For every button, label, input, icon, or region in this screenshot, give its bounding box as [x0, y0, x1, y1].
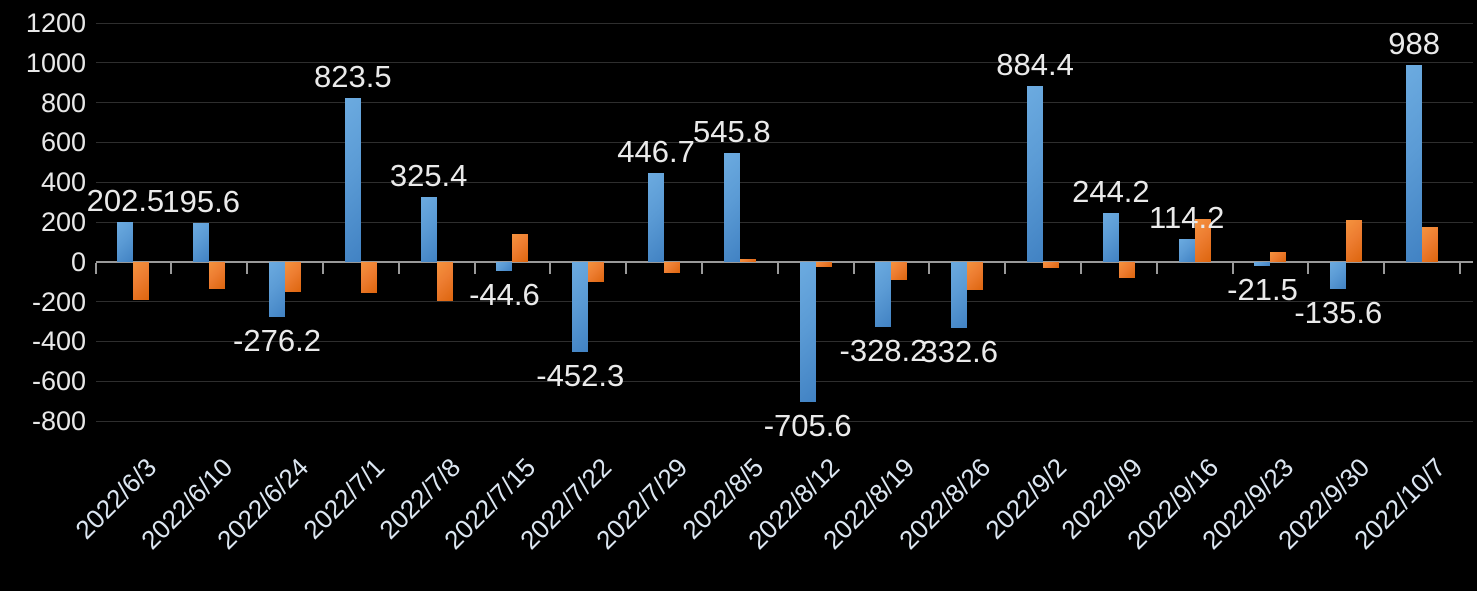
- category-tick-15: [1231, 262, 1234, 274]
- gridline-400: [95, 181, 1473, 183]
- gridline-800: [95, 102, 1473, 104]
- gridline--200: [95, 301, 1473, 303]
- data-label-2022/6/3: 202.5: [86, 182, 165, 218]
- bar-orange-2022/7/15: [512, 233, 529, 262]
- bar-blue-2022/10/7: [1406, 65, 1423, 262]
- data-label-2022/6/10: 195.6: [162, 183, 240, 219]
- bar-blue-2022/9/23: [1254, 261, 1271, 267]
- y-axis-label--800: -800: [31, 406, 86, 436]
- bar-orange-2022/9/9: [1118, 261, 1135, 278]
- bar-blue-2022/7/8: [420, 197, 437, 262]
- category-tick-5: [473, 262, 476, 274]
- data-label-2022/9/23: -21.5: [1227, 272, 1298, 308]
- category-tick-9: [776, 262, 779, 274]
- bar-orange-2022/9/30: [1346, 220, 1363, 262]
- category-tick-1: [170, 262, 173, 274]
- bar-orange-2022/6/10: [209, 261, 226, 289]
- bar-orange-2022/8/5: [739, 258, 756, 262]
- bar-blue-2022/7/29: [648, 172, 665, 262]
- data-label-2022/9/16: 114.2: [1149, 200, 1225, 236]
- data-label-2022/8/5: 545.8: [693, 114, 771, 150]
- bar-blue-2022/7/15: [496, 261, 513, 271]
- gridline-600: [95, 141, 1473, 143]
- bar-blue-2022/6/10: [193, 222, 210, 262]
- bar-orange-2022/9/2: [1043, 261, 1060, 268]
- y-axis-label--400: -400: [31, 326, 86, 357]
- data-label-2022/7/8: 325.4: [389, 158, 468, 194]
- bar-orange-2022/6/3: [133, 261, 150, 300]
- y-axis-label--600: -600: [31, 366, 86, 397]
- bar-blue-2022/8/5: [723, 153, 740, 262]
- data-label-2022/6/24: -276.2: [233, 322, 321, 358]
- category-tick-7: [625, 262, 628, 274]
- y-axis-label-0: 0: [70, 246, 86, 277]
- category-tick-2: [246, 262, 249, 274]
- bar-orange-2022/9/23: [1270, 251, 1287, 262]
- data-label-2022/9/2: 884.4: [996, 46, 1074, 82]
- category-tick-3: [321, 262, 324, 274]
- category-tick-13: [1079, 262, 1082, 274]
- x-axis-zero-line: [95, 260, 1473, 263]
- y-axis-label-800: 800: [40, 87, 86, 118]
- bar-blue-2022/9/16: [1178, 239, 1195, 262]
- bar-orange-2022/7/1: [360, 261, 377, 293]
- data-label-2022/7/22: -452.3: [536, 357, 625, 393]
- gridline-200: [95, 221, 1473, 223]
- gridline--400: [95, 340, 1473, 342]
- bar-blue-2022/9/30: [1330, 261, 1347, 289]
- gridline--800: [95, 420, 1473, 422]
- category-tick-4: [397, 262, 400, 274]
- bar-blue-2022/6/3: [117, 221, 134, 262]
- bar-orange-2022/8/26: [967, 261, 984, 290]
- gridline-1000: [95, 62, 1473, 64]
- category-tick-17: [1383, 262, 1386, 274]
- bar-blue-2022/9/2: [1027, 85, 1044, 262]
- y-axis-label-1000: 1000: [25, 47, 86, 78]
- data-label-2022/7/29: 446.7: [617, 133, 695, 169]
- bar-blue-2022/8/19: [875, 261, 892, 328]
- y-axis-label-1200: 1200: [25, 8, 86, 38]
- category-tick-11: [928, 262, 931, 274]
- bar-blue-2022/8/26: [951, 261, 968, 328]
- category-tick-14: [1155, 262, 1158, 274]
- data-label-2022/10/7: 988: [1388, 26, 1440, 62]
- data-label-2022/7/15: -44.6: [469, 276, 540, 312]
- bar-orange-2022/10/7: [1422, 226, 1439, 262]
- y-axis-label-600: 600: [40, 127, 86, 158]
- gridline-1200: [95, 22, 1473, 24]
- gridline--600: [95, 380, 1473, 382]
- bar-blue-2022/6/24: [269, 261, 285, 317]
- category-tick-0: [94, 262, 97, 274]
- category-tick-8: [700, 262, 703, 274]
- data-label-2022/9/9: 244.2: [1072, 174, 1150, 210]
- category-tick-6: [549, 262, 552, 274]
- data-label-2022/8/26: 332.6: [920, 333, 999, 369]
- data-label-2022/9/30: -135.6: [1294, 294, 1383, 330]
- category-tick-16: [1307, 262, 1310, 274]
- bar-blue-2022/7/1: [344, 97, 361, 262]
- bar-orange-2022/7/29: [664, 261, 681, 273]
- data-label-2022/8/12: -705.6: [763, 408, 852, 444]
- bar-blue-2022/9/9: [1102, 213, 1119, 262]
- bar-orange-2022/8/19: [891, 261, 908, 280]
- bar-orange-2022/9/16: [1194, 219, 1211, 262]
- bar-orange-2022/7/22: [588, 261, 605, 282]
- y-axis-label-400: 400: [40, 167, 86, 198]
- category-tick-12: [1004, 262, 1007, 274]
- bar-blue-2022/7/22: [572, 261, 589, 352]
- category-tick-10: [852, 262, 855, 274]
- data-label-2022/7/1: 823.5: [314, 58, 392, 94]
- bar-orange-2022/7/8: [436, 261, 453, 301]
- y-axis-label--200: -200: [31, 286, 86, 317]
- y-axis-label-200: 200: [40, 207, 86, 237]
- bar-orange-2022/8/12: [815, 261, 832, 267]
- bar-orange-2022/6/24: [285, 261, 301, 292]
- data-label-2022/8/19: -328.2: [839, 333, 928, 369]
- category-tick-18: [1459, 262, 1461, 274]
- bar-blue-2022/8/12: [799, 261, 816, 403]
